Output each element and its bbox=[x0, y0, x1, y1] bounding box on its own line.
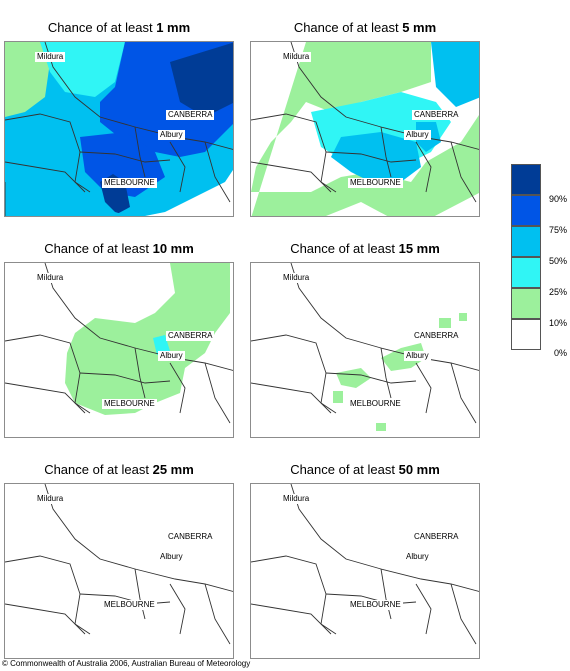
map-label-canberra: CANBERRA bbox=[166, 331, 215, 341]
map-label-albury: Albury bbox=[158, 552, 185, 562]
map-label-canberra: CANBERRA bbox=[166, 532, 215, 542]
legend-swatch-10 bbox=[511, 288, 541, 319]
map-label-canberra: CANBERRA bbox=[412, 331, 461, 341]
map-label-melbourne: MELBOURNE bbox=[348, 399, 403, 409]
legend-swatch-0 bbox=[511, 319, 541, 350]
map-graphic bbox=[5, 484, 233, 645]
copyright-notice: © Commonwealth of Australia 2006, Austra… bbox=[2, 659, 251, 668]
legend-label-90: 90% bbox=[548, 194, 567, 204]
map-graphic bbox=[5, 263, 233, 424]
map-label-melbourne: MELBOURNE bbox=[102, 399, 157, 409]
legend-swatch-50 bbox=[511, 226, 541, 257]
probability-map: Mildura CANBERRA Albury MELBOURNE bbox=[4, 483, 234, 659]
map-label-albury: Albury bbox=[404, 130, 431, 140]
map-label-albury: Albury bbox=[158, 351, 185, 361]
legend-label-0: 0% bbox=[553, 348, 567, 358]
legend-label-75: 75% bbox=[548, 225, 567, 235]
map-graphic bbox=[251, 42, 479, 216]
map-label-melbourne: MELBOURNE bbox=[102, 600, 157, 610]
panel-title: Chance of at least 5 mm bbox=[293, 20, 437, 35]
map-label-mildura: Mildura bbox=[281, 273, 312, 283]
map-label-mildura: Mildura bbox=[35, 52, 66, 62]
map-graphic bbox=[251, 263, 479, 431]
map-label-melbourne: MELBOURNE bbox=[102, 178, 157, 188]
map-label-mildura: Mildura bbox=[35, 273, 66, 283]
panel-title: Chance of at least 1 mm bbox=[47, 20, 191, 35]
legend-swatch-25 bbox=[511, 257, 541, 288]
probability-map: Mildura CANBERRA Albury MELBOURNE bbox=[250, 483, 480, 659]
probability-map: Mildura CANBERRA Albury MELBOURNE bbox=[250, 41, 480, 217]
map-label-canberra: CANBERRA bbox=[166, 110, 215, 120]
map-label-mildura: Mildura bbox=[281, 52, 312, 62]
legend-label-25: 25% bbox=[548, 287, 567, 297]
legend-label-50: 50% bbox=[548, 256, 567, 266]
legend-label-10: 10% bbox=[548, 318, 567, 328]
map-label-melbourne: MELBOURNE bbox=[348, 600, 403, 610]
map-label-mildura: Mildura bbox=[281, 494, 312, 504]
probability-map: Mildura CANBERRA Albury MELBOURNE bbox=[4, 262, 234, 438]
map-label-canberra: CANBERRA bbox=[412, 532, 461, 542]
legend-swatch-75 bbox=[511, 195, 541, 226]
map-label-mildura: Mildura bbox=[35, 494, 66, 504]
legend-swatch-90 bbox=[511, 164, 541, 195]
panel-title: Chance of at least 25 mm bbox=[44, 462, 194, 477]
probability-map: Mildura CANBERRA Albury MELBOURNE bbox=[250, 262, 480, 438]
map-label-albury: Albury bbox=[404, 351, 431, 361]
panel-title: Chance of at least 10 mm bbox=[44, 241, 194, 256]
map-label-albury: Albury bbox=[158, 130, 185, 140]
map-label-albury: Albury bbox=[404, 552, 431, 562]
map-graphic bbox=[5, 42, 233, 216]
panel-title: Chance of at least 15 mm bbox=[290, 241, 440, 256]
map-label-canberra: CANBERRA bbox=[412, 110, 461, 120]
map-graphic bbox=[251, 484, 479, 645]
probability-map: Mildura CANBERRA Albury MELBOURNE bbox=[4, 41, 234, 217]
map-label-melbourne: MELBOURNE bbox=[348, 178, 403, 188]
panel-title: Chance of at least 50 mm bbox=[290, 462, 440, 477]
probability-legend: 90% 75% 50% 25% 10% 0% bbox=[511, 164, 569, 360]
